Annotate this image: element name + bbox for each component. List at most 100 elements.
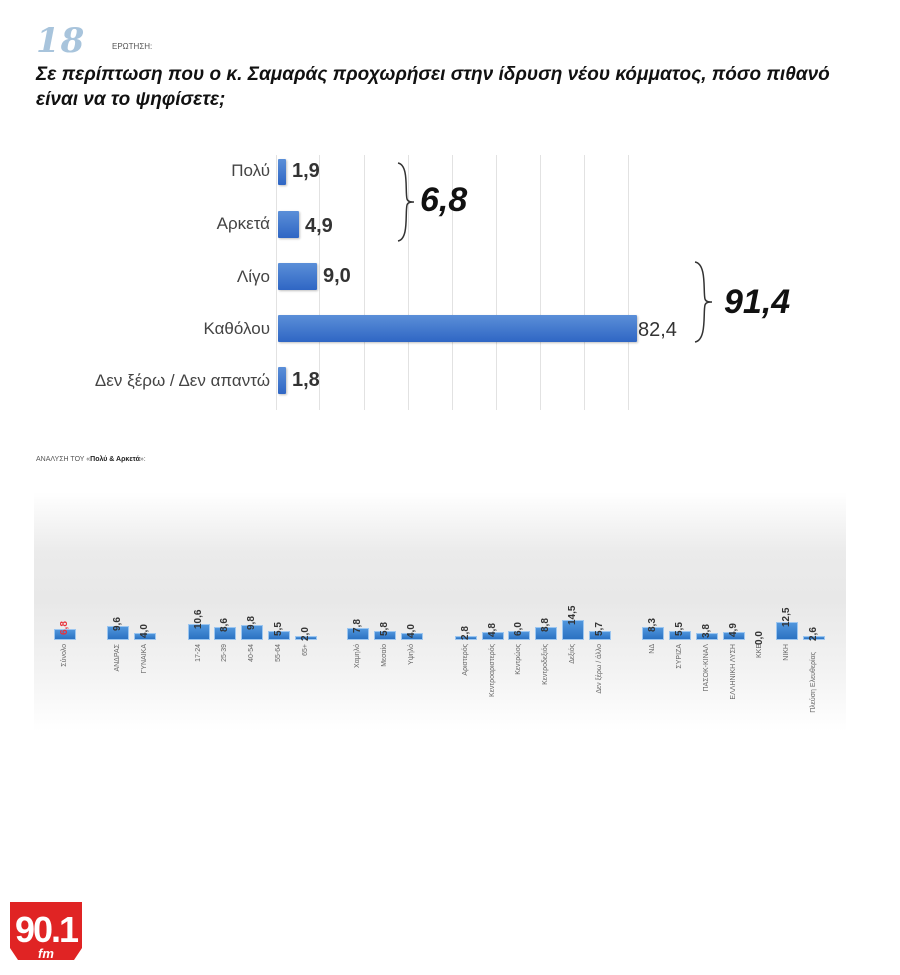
gridline [276,155,277,410]
breakdown-label: Κεντροδεξιός [542,644,549,685]
breakdown-label: Πλεύση Ελευθερίας [810,652,817,713]
breakdown-bar [214,627,236,640]
breakdown-value: 3,8 [701,624,712,638]
breakdown-bar [268,631,290,640]
breakdown-bar [696,633,718,640]
question-number: 18 [36,21,86,61]
breakdown-bar [642,627,664,640]
breakdown-label: Υψηλό [408,644,415,665]
svg-text:fm: fm [38,946,54,961]
breakdown-value: 4,8 [487,623,498,637]
radio-logo-icon: 90.1 fm [10,902,82,961]
bar [278,263,317,290]
breakdown-value: 6,8 [59,621,70,635]
breakdown-bar [401,633,423,640]
gridline [408,155,409,410]
breakdown-bar [723,632,745,640]
breakdown-value: 5,7 [594,622,605,636]
breakdown-bar [295,636,317,640]
bar [278,315,637,342]
gridline [628,155,629,410]
breakdown-bar [455,636,477,640]
breakdown-bar [803,636,825,640]
bar [278,367,286,394]
bar-label: Αρκετά [216,214,270,233]
breakdown-label: ΠΑΣΟΚ-ΚΙΝΑΛ [703,644,710,692]
breakdown-label: 40-54 [248,644,255,662]
breakdown-label: ΑΝΔΡΑΣ [114,644,121,672]
gridline [452,155,453,410]
breakdown-value: 4,0 [406,624,417,638]
bar-value: 82,4 [638,319,677,341]
breakdown-value: 4,0 [139,624,150,638]
gridline [584,155,585,410]
breakdown-value: 2,6 [808,627,819,641]
main-bar-chart: Πολύ 1,9 Αρκετά 4,9 Λίγο 9,0 Καθόλου 82,… [0,145,900,415]
breakdown-bar [374,631,396,640]
brace-icon [397,162,415,242]
breakdown-label: Μεσαίο [381,644,388,667]
breakdown-value: 12,5 [781,607,792,627]
bar-value: 1,8 [292,369,320,391]
breakdown-value: 9,8 [246,616,257,630]
breakdown-bar [54,629,76,640]
analysis-title: ΑΝΑΛΥΣΗ ΤΟΥ «Πολύ & Αρκετά»: [36,456,146,463]
breakdown-label: ΓΥΝΑΙΚΑ [141,644,148,674]
breakdown-label: ΣΥΡΙΖΑ [676,644,683,669]
breakdown-bar [589,631,611,640]
breakdown-bar [508,631,530,640]
bar-label: Δεν ξέρω / Δεν απαντώ [94,371,270,390]
breakdown-value: 5,5 [674,622,685,636]
breakdown-bar [241,625,263,640]
breakdown-value: 7,8 [352,619,363,633]
breakdown-bar-chart: 6,8 Σύνολο 9,6 ΑΝΔΡΑΣ 4,0 ΓΥΝΑΙΚΑ 10,6 1… [34,492,846,732]
breakdown-value: 2,8 [460,626,471,640]
analysis-title-suffix: »: [139,456,146,463]
bar-label: Πολύ [231,161,270,180]
brace-icon [694,261,713,343]
breakdown-value: 9,6 [112,617,123,631]
bar-label: Καθόλου [203,319,270,338]
breakdown-bar [188,624,210,640]
breakdown-label: ΝΙΚΗ [783,644,790,661]
breakdown-value: 6,0 [513,622,524,636]
breakdown-label: 25-39 [221,644,228,662]
breakdown-label: 17-24 [195,644,202,662]
question-label: ΕΡΩΤΗΣΗ: [112,42,153,51]
svg-text:90.1: 90.1 [15,909,79,950]
breakdown-bar [107,626,129,640]
breakdown-value: 5,8 [379,622,390,636]
breakdown-label: Χαμηλό [354,644,361,668]
breakdown-label: Δεν ξέρω / άλλο [596,644,603,694]
breakdown-label: ΚΚΕ [756,644,763,659]
breakdown-value: 8,3 [647,618,658,632]
breakdown-label: Σύνολο [61,644,68,667]
bar-value: 9,0 [323,265,351,287]
breakdown-label: 65+ [302,644,309,656]
analysis-title-prefix: ΑΝΑΛΥΣΗ ΤΟΥ « [36,456,91,463]
group-total-high: 6,8 [420,181,468,219]
breakdown-bar [347,628,369,640]
breakdown-label: ΝΔ [649,644,656,654]
breakdown-bar [776,622,798,640]
breakdown-label: 55-64 [275,644,282,662]
breakdown-value: 4,9 [728,623,739,637]
breakdown-label: ΕΛΛΗΝΙΚΗ ΛΥΣΗ [730,644,737,700]
gridline [540,155,541,410]
breakdown-label: Κεντροαριστερός [489,644,496,697]
breakdown-label: Αριστερός [462,644,469,676]
group-total-low: 91,4 [724,283,791,321]
analysis-title-bold: Πολύ & Αρκετά [90,456,140,463]
gridline [364,155,365,410]
gridline [319,155,320,410]
breakdown-bar [669,631,691,640]
breakdown-value: 0,0 [754,631,765,645]
breakdown-value: 8,8 [540,618,551,632]
breakdown-bar [482,632,504,640]
gridline [496,155,497,410]
bar-value: 4,9 [305,215,333,237]
breakdown-value: 10,6 [193,609,204,629]
breakdown-label: Δεξιός [569,644,576,664]
bar [278,211,299,238]
breakdown-value: 8,6 [219,618,230,632]
